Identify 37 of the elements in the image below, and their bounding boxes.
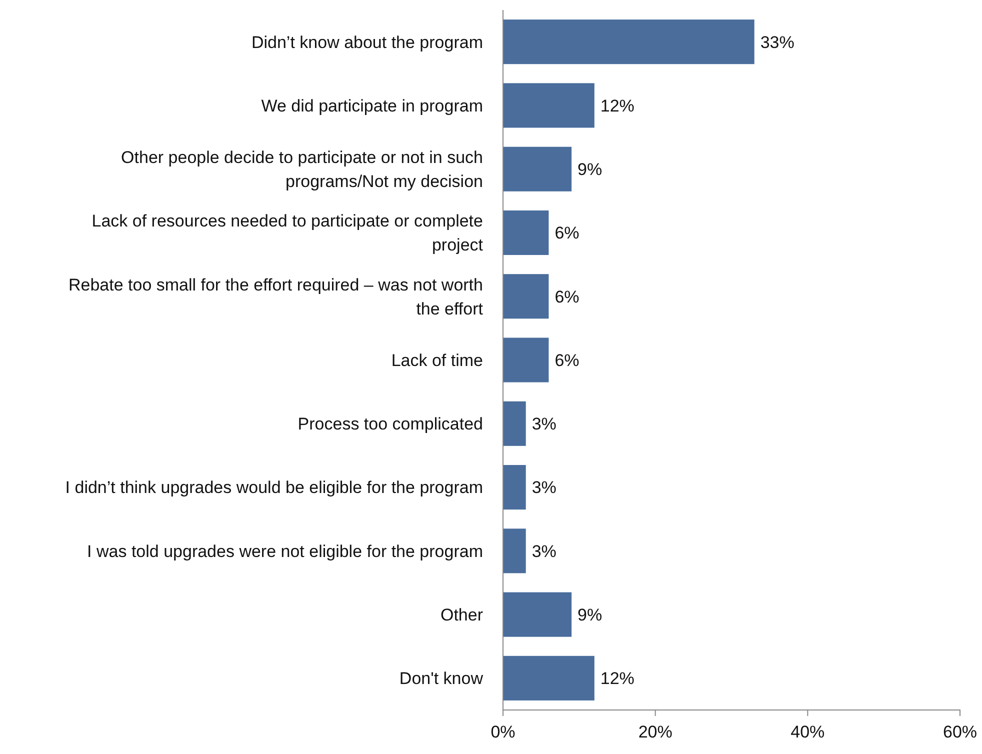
bar xyxy=(503,656,594,700)
y-tick-label: Other people decide to participate or not in such programs/Not my decision xyxy=(121,148,483,192)
bar xyxy=(503,146,572,192)
bar xyxy=(503,465,526,510)
data-label: 3% xyxy=(532,542,556,561)
y-tick-label: Didn’t know about the program xyxy=(251,32,483,52)
x-tick-label: 20% xyxy=(638,722,672,742)
bar xyxy=(503,401,526,446)
y-tick-label: Other xyxy=(440,605,484,624)
y-tick-label: Rebate too small for the effort required – was not worth the effort xyxy=(68,275,484,318)
data-label: 9% xyxy=(578,160,602,180)
data-label: 12% xyxy=(600,96,634,116)
bar xyxy=(503,83,594,128)
data-label: 6% xyxy=(554,224,580,243)
bar xyxy=(503,274,549,319)
bar xyxy=(503,592,572,637)
bar xyxy=(503,210,549,255)
data-label: 6% xyxy=(554,350,580,370)
y-tick-label: I didn’t think upgrades would be eligible for the program xyxy=(65,478,483,498)
data-label: 3% xyxy=(532,478,556,498)
x-tick-label: 40% xyxy=(790,722,825,742)
bar xyxy=(503,20,754,64)
data-label: 3% xyxy=(532,414,556,434)
y-tick-label: Lack of time xyxy=(391,350,483,370)
data-label: 12% xyxy=(600,669,634,688)
bar xyxy=(503,338,549,382)
data-label: 33% xyxy=(760,32,794,52)
data-label: 9% xyxy=(578,605,602,624)
bar xyxy=(503,528,526,574)
y-tick-label: I was told upgrades were not eligible for the program xyxy=(87,542,483,561)
x-tick-label: 0% xyxy=(490,722,516,742)
data-label: 6% xyxy=(554,287,580,306)
y-tick-label: Lack of resources needed to participate or complete project xyxy=(92,212,484,255)
y-tick-label: Don't know xyxy=(399,669,484,688)
x-tick-label: 60% xyxy=(942,722,978,742)
y-tick-label: We did participate in program xyxy=(261,96,483,116)
y-tick-label: Process too complicated xyxy=(298,414,483,434)
